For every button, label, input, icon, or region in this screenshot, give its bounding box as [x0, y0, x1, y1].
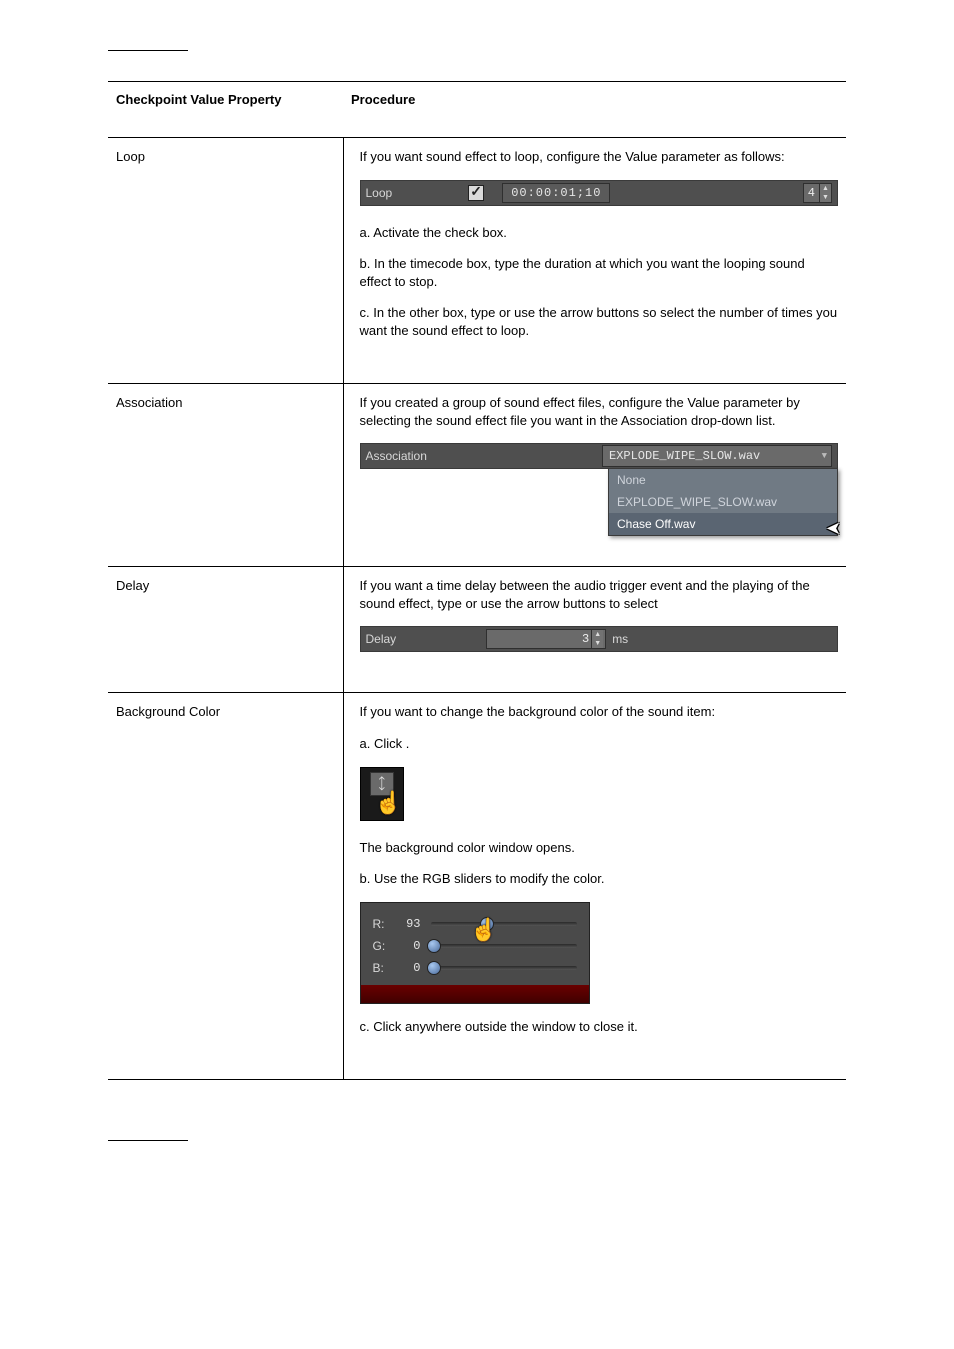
association-label: Association [366, 449, 427, 463]
top-rule [108, 50, 188, 51]
col-header-left: Checkpoint Value Property [108, 82, 343, 138]
loop-ui-row: Loop 00:00:01;10 4 ▲▼ [360, 180, 839, 206]
body-text: If you want a time delay between the aud… [360, 577, 839, 612]
stepper-arrows[interactable]: ▲▼ [591, 630, 603, 648]
arrow-up-icon[interactable]: ▲ [592, 630, 603, 639]
table-row: Loop If you want sound effect to loop, c… [108, 138, 846, 384]
hand-cursor-icon: ☝ [375, 790, 402, 816]
association-option[interactable]: EXPLODE_WIPE_SLOW.wav [609, 491, 837, 513]
r-value: 93 [395, 917, 421, 931]
association-ui: Association EXPLODE_WIPE_SLOW.wav ▼ None… [360, 443, 839, 536]
arrow-down-icon[interactable]: ▼ [592, 639, 603, 648]
table-row: Association If you created a group of so… [108, 384, 846, 567]
body-text: b. In the timecode box, type the duratio… [360, 255, 839, 290]
b-value: 0 [395, 961, 421, 975]
arrow-down-icon[interactable]: ▼ [819, 193, 831, 202]
loop-checkbox[interactable] [468, 185, 484, 201]
association-menu[interactable]: None EXPLODE_WIPE_SLOW.wav Chase Off.wav… [608, 468, 838, 536]
g-slider[interactable] [431, 944, 577, 948]
g-label: G: [373, 939, 395, 953]
body-text: b. Use the RGB sliders to modify the col… [360, 870, 839, 888]
r-slider[interactable] [431, 922, 577, 926]
delay-label: Delay [366, 632, 397, 646]
association-option[interactable]: None [609, 469, 837, 491]
hand-cursor-icon: ☝ [470, 917, 497, 943]
loop-label: Loop [366, 186, 393, 200]
body-text: If you want to change the background col… [360, 703, 839, 721]
proc-association: If you created a group of sound effect f… [343, 384, 846, 567]
proc-bgcolor: If you want to change the background col… [343, 693, 846, 1080]
prop-name-delay: Delay [108, 567, 343, 693]
color-picker-button[interactable]: ⤢ ☝ [360, 767, 404, 821]
prop-name-association: Association [108, 384, 343, 567]
prop-name-loop: Loop [108, 138, 343, 384]
rgb-picker: R: 93 ☝ G: 0 B: 0 [360, 902, 590, 1004]
cursor-icon: ➤ [826, 518, 841, 539]
b-slider[interactable] [431, 966, 577, 970]
b-label: B: [373, 961, 395, 975]
body-text: a. Click . [360, 735, 839, 753]
delay-ui-row: Delay 3 ▲▼ ms [360, 626, 839, 652]
delay-unit: ms [612, 632, 628, 646]
association-dropdown[interactable]: EXPLODE_WIPE_SLOW.wav ▼ [602, 445, 832, 467]
g-value: 0 [395, 939, 421, 953]
association-selected-value: EXPLODE_WIPE_SLOW.wav [609, 449, 760, 463]
body-text: The background color window opens. [360, 839, 839, 857]
body-text: a. Activate the check box. [360, 224, 839, 242]
prop-name-bgcolor: Background Color [108, 693, 343, 1080]
loop-count-value: 4 [804, 184, 819, 202]
delay-stepper[interactable]: 3 ▲▼ [486, 629, 606, 649]
arrow-up-icon[interactable]: ▲ [819, 184, 831, 193]
r-label: R: [373, 917, 395, 931]
table-row: Delay If you want a time delay between t… [108, 567, 846, 693]
bottom-rule [108, 1140, 188, 1141]
body-text: c. In the other box, type or use the arr… [360, 304, 839, 339]
body-text: If you created a group of sound effect f… [360, 394, 839, 429]
chevron-down-icon[interactable]: ▼ [822, 451, 827, 461]
body-text: If you want sound effect to loop, config… [360, 148, 839, 166]
loop-count-stepper[interactable]: 4 ▲▼ [803, 183, 832, 203]
proc-delay: If you want a time delay between the aud… [343, 567, 846, 693]
properties-table: Checkpoint Value Property Procedure Loop… [108, 81, 846, 1080]
loop-timecode-input[interactable]: 00:00:01;10 [502, 183, 610, 203]
table-row: Background Color If you want to change t… [108, 693, 846, 1080]
proc-loop: If you want sound effect to loop, config… [343, 138, 846, 384]
color-swatch [361, 985, 589, 1003]
association-option[interactable]: Chase Off.wav [609, 513, 837, 535]
delay-value: 3 [582, 632, 591, 646]
col-header-right: Procedure [343, 82, 846, 138]
body-text: c. Click anywhere outside the window to … [360, 1018, 839, 1036]
stepper-arrows[interactable]: ▲▼ [819, 184, 831, 202]
